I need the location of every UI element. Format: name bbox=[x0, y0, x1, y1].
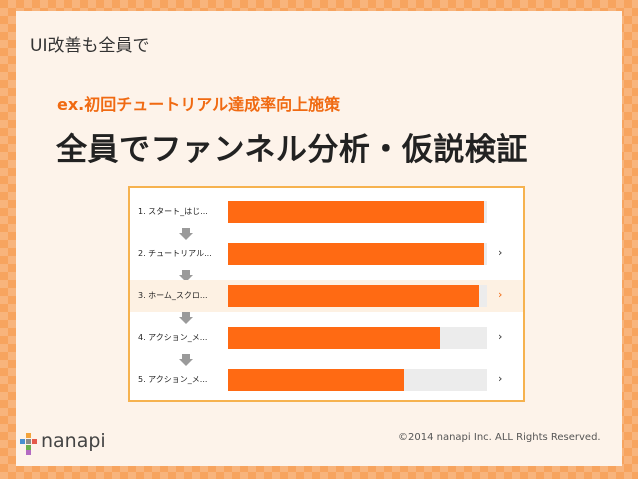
funnel-step-label: 3. ホーム_スクロ... bbox=[138, 291, 208, 300]
funnel-row-5[interactable]: 5. アクション_メ... › bbox=[130, 364, 523, 396]
funnel-row-4[interactable]: 4. アクション_メ... › bbox=[130, 322, 523, 354]
funnel-bar bbox=[228, 369, 405, 391]
funnel-step-label: 2. チュートリアル... bbox=[138, 249, 212, 258]
funnel-bar bbox=[228, 201, 485, 223]
funnel-panel: 1. スタート_はじ... 2. チュートリアル... › 3. ホーム_スクロ… bbox=[128, 186, 525, 402]
funnel-bar-track bbox=[228, 327, 487, 349]
down-arrow-icon bbox=[179, 228, 193, 240]
funnel-row-2[interactable]: 2. チュートリアル... › bbox=[130, 238, 523, 270]
funnel-bar-track bbox=[228, 285, 487, 307]
page-title: 全員でファンネル分析・仮説検証 bbox=[56, 132, 528, 168]
funnel-step-label: 4. アクション_メ... bbox=[138, 333, 208, 342]
funnel-bar-track bbox=[228, 201, 487, 223]
funnel-bar-track bbox=[228, 243, 487, 265]
chevron-right-icon[interactable]: › bbox=[498, 288, 503, 301]
subtitle: ex.初回チュートリアル達成率向上施策 bbox=[57, 95, 341, 114]
funnel-row-3[interactable]: 3. ホーム_スクロ... › bbox=[130, 280, 523, 312]
slide-panel: UI改善も全員で ex.初回チュートリアル達成率向上施策 全員でファンネル分析・… bbox=[16, 11, 622, 466]
chevron-right-icon[interactable]: › bbox=[498, 246, 503, 259]
funnel-bar bbox=[228, 285, 480, 307]
copyright-text: ©2014 nanapi Inc. ALL Rights Reserved. bbox=[398, 432, 601, 443]
down-arrow-icon bbox=[179, 270, 193, 282]
down-arrow-icon bbox=[179, 354, 193, 366]
funnel-step-label: 1. スタート_はじ... bbox=[138, 207, 208, 216]
funnel-bar bbox=[228, 327, 441, 349]
funnel-row-1[interactable]: 1. スタート_はじ... bbox=[130, 196, 523, 228]
chevron-right-icon[interactable]: › bbox=[498, 330, 503, 343]
funnel-step-label: 5. アクション_メ... bbox=[138, 375, 208, 384]
chevron-right-icon[interactable]: › bbox=[498, 372, 503, 385]
funnel-bar-track bbox=[228, 369, 487, 391]
nanapi-logo-icon bbox=[20, 433, 37, 455]
corner-title: UI改善も全員で bbox=[30, 36, 150, 56]
logo-text: nanapi bbox=[41, 430, 106, 452]
down-arrow-icon bbox=[179, 312, 193, 324]
funnel-bar bbox=[228, 243, 485, 265]
